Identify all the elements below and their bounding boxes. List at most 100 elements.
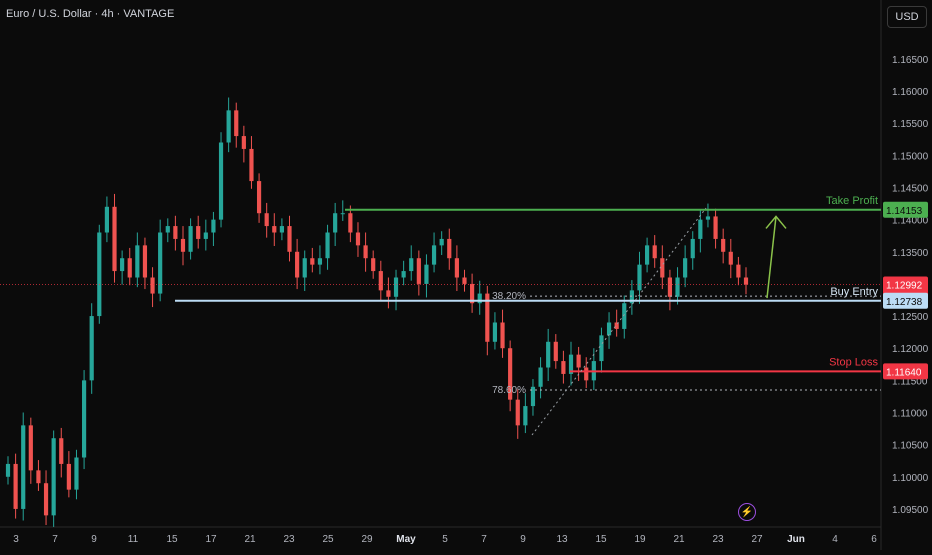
candle-body <box>180 238 186 252</box>
y-tick-label: 1.16000 <box>892 87 929 98</box>
candle-body <box>302 258 307 278</box>
x-tick-label: 21 <box>673 534 685 545</box>
candle-body <box>150 277 155 294</box>
candle-body <box>127 258 132 278</box>
lightning-icon[interactable]: ⚡ <box>738 503 756 521</box>
candle-body <box>226 110 231 143</box>
stop-loss-price-tag-bg <box>883 363 928 380</box>
candle-body <box>561 361 566 374</box>
candle-body <box>690 238 695 259</box>
x-tick-label: 17 <box>205 534 217 545</box>
x-tick-label: Jun <box>787 534 805 545</box>
candle-body <box>530 386 536 407</box>
candle-body <box>43 483 49 516</box>
candle-body <box>97 232 102 317</box>
candle-body <box>645 245 650 265</box>
candle-body <box>196 226 201 239</box>
candle-body <box>667 277 673 297</box>
candle-body <box>218 142 224 220</box>
buy-entry-price-tag: 1.12738 <box>886 297 923 308</box>
x-tick-label: May <box>396 534 416 545</box>
symbol-title[interactable]: Euro / U.S. Dollar · 4h · VANTAGE <box>6 8 175 20</box>
candle-body <box>66 463 71 490</box>
y-tick-label: 1.15500 <box>892 119 929 130</box>
candle-body <box>158 232 163 294</box>
y-tick-label: 1.09500 <box>892 505 929 516</box>
fib-level-label: 38.20% <box>492 291 526 302</box>
x-tick-label: 27 <box>751 534 763 545</box>
y-tick-label: 1.16500 <box>892 55 929 66</box>
candle-body <box>264 213 269 227</box>
y-tick-label: 1.14500 <box>892 184 929 195</box>
candle-body <box>477 293 482 304</box>
candle-body <box>295 251 300 278</box>
y-tick-label: 1.12500 <box>892 312 929 323</box>
take-profit-price-tag-bg <box>883 201 928 218</box>
candle-body <box>637 264 642 291</box>
x-tick-label: 3 <box>13 534 19 545</box>
candle-body <box>660 258 665 278</box>
take-profit-price-tag: 1.14153 <box>886 206 923 217</box>
candle-body <box>36 470 41 484</box>
candle-body <box>378 271 383 291</box>
candle-body <box>234 110 239 137</box>
candle-body <box>393 277 399 297</box>
candle-body <box>409 258 414 272</box>
candle-body <box>568 354 574 374</box>
candle-body <box>431 245 437 265</box>
x-tick-label: 13 <box>556 534 568 545</box>
currency-button[interactable]: USD <box>887 6 927 28</box>
candle-body <box>173 226 178 239</box>
candle-body <box>629 290 634 304</box>
fib-trend-line <box>531 207 707 436</box>
candle-body <box>21 425 26 509</box>
candle-body <box>241 136 246 149</box>
candle-body <box>705 216 711 220</box>
candle-body <box>81 380 87 458</box>
y-tick-label: 1.14000 <box>892 216 929 227</box>
take-profit-label: Take Profit <box>826 195 878 207</box>
fib-level-label: 78.60% <box>492 385 526 396</box>
candle-body <box>614 322 619 329</box>
candle-body <box>165 226 170 233</box>
candle-body <box>606 322 612 336</box>
x-tick-label: 7 <box>481 534 487 545</box>
candle-body <box>576 354 581 368</box>
candle-body <box>500 322 505 349</box>
candle-body <box>51 438 56 516</box>
candle-body <box>348 213 353 233</box>
candle-body <box>272 226 277 233</box>
candle-body <box>188 226 193 252</box>
candle-body <box>256 181 262 214</box>
candle-body <box>736 264 741 278</box>
candle-body <box>112 206 117 272</box>
candle-body <box>728 251 733 265</box>
y-tick-label: 1.13500 <box>892 248 929 259</box>
candle-body <box>698 219 703 239</box>
candle-body <box>416 258 421 284</box>
x-tick-label: 4 <box>832 534 838 545</box>
x-tick-label: 7 <box>52 534 58 545</box>
x-tick-label: 19 <box>634 534 646 545</box>
candle-body <box>599 335 604 362</box>
candle-body <box>508 348 513 400</box>
candle-body <box>142 245 148 278</box>
candle-body <box>59 438 64 464</box>
x-tick-label: 25 <box>322 534 334 545</box>
candle-body <box>120 258 125 272</box>
candle-body <box>652 245 657 259</box>
candle-body <box>462 277 467 284</box>
candle-body <box>317 258 323 265</box>
candle-body <box>74 457 79 490</box>
candle-body <box>203 232 208 239</box>
x-tick-label: 23 <box>283 534 295 545</box>
buy-entry-label: Buy Entry <box>830 286 878 298</box>
candle-body <box>28 425 33 471</box>
candle-body <box>371 258 376 272</box>
candle-body <box>584 367 589 381</box>
candle-body <box>325 232 330 259</box>
candle-body <box>386 290 391 297</box>
candle-body <box>485 293 490 342</box>
